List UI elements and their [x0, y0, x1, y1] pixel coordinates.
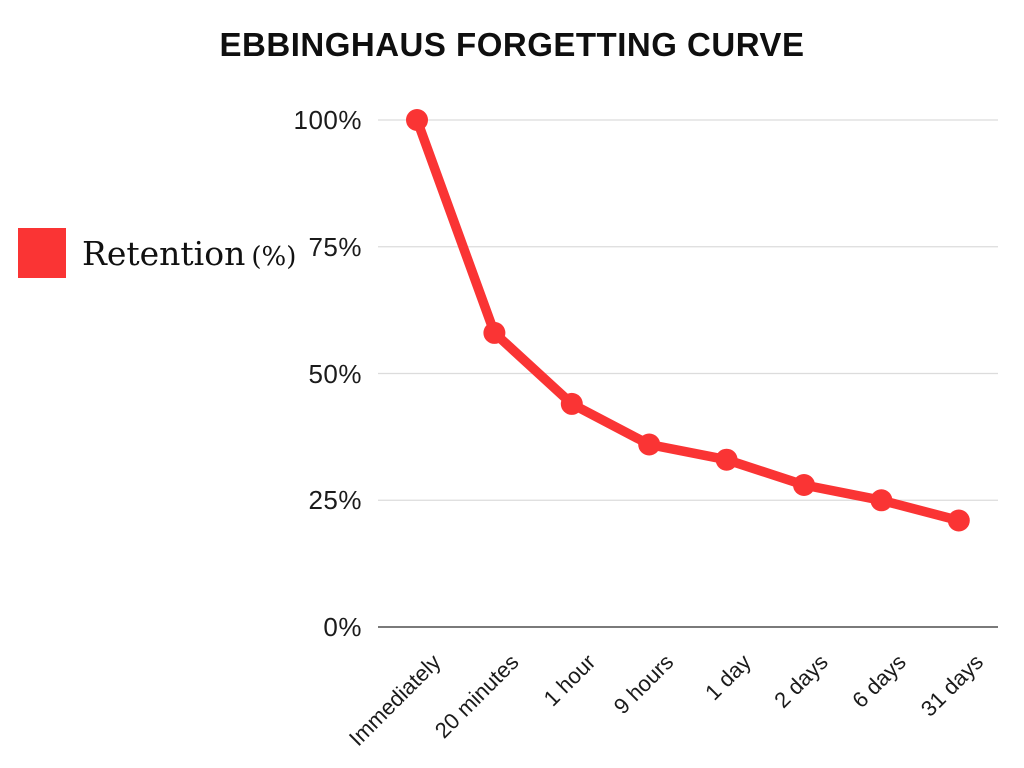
- legend-series-name: Retention: [82, 233, 246, 273]
- legend-label: Retention (%): [82, 234, 296, 273]
- data-point: [793, 474, 815, 496]
- data-point: [560, 392, 583, 415]
- y-axis-tick-label: 50%: [308, 358, 362, 389]
- legend: Retention (%): [18, 228, 296, 278]
- retention-line: [412, 115, 964, 526]
- data-point: [870, 489, 893, 512]
- legend-unit: (%): [251, 241, 297, 272]
- data-point: [483, 321, 506, 344]
- data-point: [406, 109, 428, 131]
- data-point: [947, 509, 970, 532]
- chart-title: EBBINGHAUS FORGETTING CURVE: [219, 26, 805, 63]
- y-axis-tick-label: 100%: [293, 105, 362, 135]
- data-point: [638, 433, 661, 456]
- data-point: [715, 448, 738, 471]
- y-axis-tick-label: 75%: [308, 231, 362, 262]
- legend-swatch: [18, 228, 66, 278]
- y-axis-tick-label: 25%: [308, 485, 362, 516]
- y-axis-tick-label: 0%: [323, 612, 362, 642]
